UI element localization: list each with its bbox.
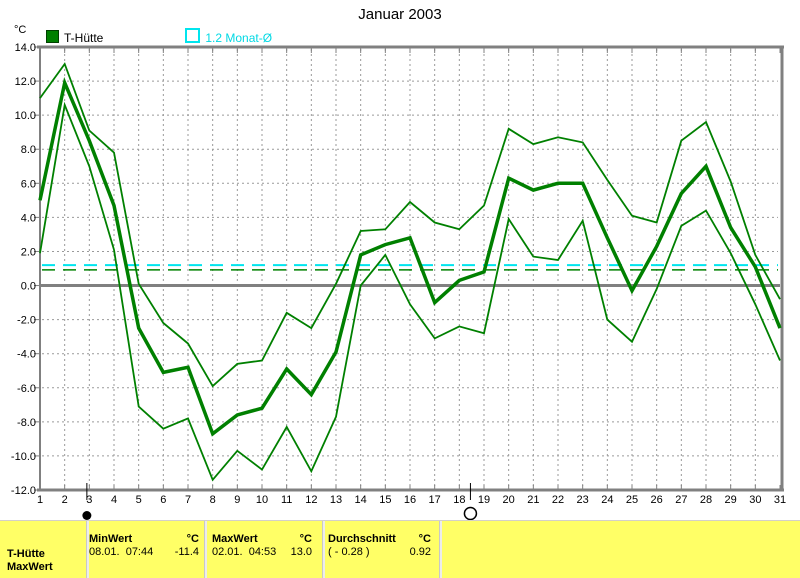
- y-tick-label: -2.0: [17, 315, 36, 327]
- chart-legend: T-Hütte 1.2 Monat-Ø: [46, 28, 273, 45]
- status-minwert: MinWert °C 08.01. 07:44 -11.4: [89, 521, 199, 578]
- x-tick-label: 29: [725, 494, 737, 506]
- x-tick-label: 5: [136, 494, 142, 506]
- y-tick-label: -10.0: [11, 451, 36, 463]
- y-axis-unit: °C: [14, 24, 27, 36]
- x-tick-label: 4: [111, 494, 117, 506]
- minwert-value: -11.4: [174, 546, 199, 558]
- x-tick-label: 17: [429, 494, 441, 506]
- x-tick-label: 21: [527, 494, 539, 506]
- status-durchschnitt: Durchschnitt °C ( - 0.28 ) 0.92: [328, 521, 431, 578]
- status-divider: [204, 521, 207, 578]
- x-tick-label: 3: [86, 494, 92, 506]
- status-divider: [322, 521, 325, 578]
- durchschnitt-value: 0.92: [409, 546, 431, 558]
- maxwert-unit: °C: [299, 533, 312, 545]
- x-tick-label: 28: [700, 494, 712, 506]
- minwert-label: MinWert: [89, 533, 133, 545]
- maxwert-value: 13.0: [290, 546, 312, 558]
- status-divider: [439, 521, 442, 578]
- x-tick-label: 7: [185, 494, 191, 506]
- status-maxwert: MaxWert °C 02.01. 04:53 13.0: [212, 521, 312, 578]
- status-divider: [86, 521, 89, 578]
- status-selected-series: T-Hütte MaxWert: [7, 521, 81, 578]
- x-tick-label: 24: [601, 494, 613, 506]
- legend-swatch-t-huette: [46, 30, 59, 43]
- series-t-h-tte-tagesmaximum: [39, 62, 781, 388]
- x-tick-label: 14: [355, 494, 367, 506]
- x-tick-label: 10: [256, 494, 268, 506]
- y-tick-label: 8.0: [21, 144, 36, 156]
- x-tick-label: 19: [478, 494, 490, 506]
- durchschnitt-unit: °C: [418, 533, 431, 545]
- status-bar: T-Hütte MaxWert MinWert °C 08.01. 07:44 …: [0, 520, 800, 578]
- x-tick-label: 16: [404, 494, 416, 506]
- y-tick-label: -8.0: [17, 417, 36, 429]
- series-t-h-tte-tagesmittel: [38, 76, 782, 437]
- y-tick-label: 4.0: [21, 212, 36, 224]
- x-tick-label: 1: [37, 494, 43, 506]
- x-tick-label: 12: [305, 494, 317, 506]
- x-tick-label: 15: [379, 494, 391, 506]
- x-tick-label: 26: [651, 494, 663, 506]
- y-tick-label: 12.0: [15, 76, 36, 88]
- x-tick-label: 2: [62, 494, 68, 506]
- y-tick-label: 14.0: [15, 42, 36, 54]
- maxwert-label: MaxWert: [212, 533, 258, 545]
- y-tick-label: 6.0: [21, 178, 36, 190]
- x-tick-label: 25: [626, 494, 638, 506]
- x-tick-label: 13: [330, 494, 342, 506]
- page-title: Januar 2003: [358, 6, 442, 23]
- y-tick-label: -6.0: [17, 383, 36, 395]
- y-tick-label: 10.0: [15, 110, 36, 122]
- y-tick-label: 0.0: [21, 281, 36, 293]
- y-tick-label: 2.0: [21, 246, 36, 258]
- legend-swatch-monat: [185, 28, 201, 43]
- y-tick-label: -4.0: [17, 349, 36, 361]
- x-tick-label: 6: [160, 494, 166, 506]
- x-tick-label: 18: [453, 494, 465, 506]
- legend-label-monat: 1.2 Monat-Ø: [205, 31, 273, 45]
- x-tick-label: 23: [577, 494, 589, 506]
- new-moon-icon: [82, 511, 92, 520]
- maxwert-datetime: 02.01. 04:53: [212, 546, 277, 558]
- x-tick-label: 31: [774, 494, 786, 506]
- x-tick-label: 22: [552, 494, 564, 506]
- temperature-chart: 1 2 3 4 5 6 7 8 9 10 11 12 13 14 15 16 17 18 19 20 21 22 23 24 2…: [11, 42, 786, 520]
- full-moon-icon: [463, 506, 478, 520]
- durchschnitt-label: Durchschnitt: [328, 533, 396, 545]
- legend-label-t-huette: T-Hütte: [64, 31, 104, 45]
- y-tick-label: -12.0: [11, 485, 36, 497]
- durchschnitt-deviation: ( - 0.28 ): [328, 546, 370, 558]
- x-tick-label: 11: [281, 494, 292, 506]
- x-tick-label: 20: [503, 494, 515, 506]
- x-tick-label: 8: [210, 494, 216, 506]
- x-tick-label: 27: [675, 494, 687, 506]
- minwert-unit: °C: [186, 533, 199, 545]
- minwert-datetime: 08.01. 07:44: [89, 546, 154, 558]
- status-series-name: T-Hütte: [7, 548, 45, 560]
- series-t-h-tte-tagesminimum: [39, 101, 781, 482]
- x-tick-label: 9: [234, 494, 240, 506]
- status-series-row: MaxWert: [7, 561, 53, 573]
- x-tick-label: 30: [749, 494, 761, 506]
